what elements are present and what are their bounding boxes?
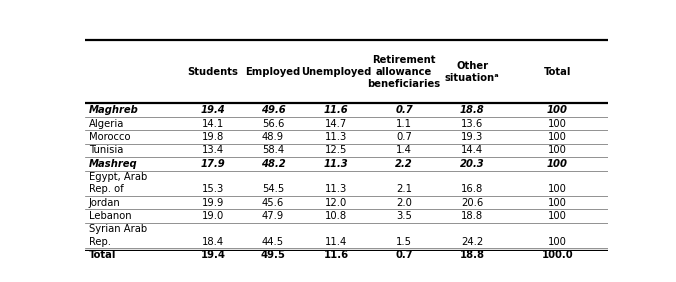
Text: 49.6: 49.6 [261,105,285,115]
Text: 0.7: 0.7 [396,132,412,142]
Text: 18.8: 18.8 [460,105,485,115]
Text: Maghreb: Maghreb [89,105,139,115]
Text: 13.4: 13.4 [202,146,224,155]
Text: 11.3: 11.3 [324,159,348,169]
Text: 100: 100 [548,146,566,155]
Text: 12.0: 12.0 [325,198,347,208]
Text: Egypt, Arab: Egypt, Arab [89,172,147,182]
Text: 19.4: 19.4 [201,105,225,115]
Text: 19.9: 19.9 [201,198,224,208]
Text: 0.7: 0.7 [395,105,413,115]
Text: 100: 100 [548,132,566,142]
Text: 11.3: 11.3 [325,132,347,142]
Text: 18.8: 18.8 [461,211,483,221]
Text: 15.3: 15.3 [201,184,224,195]
Text: 19.4: 19.4 [200,250,225,260]
Text: 54.5: 54.5 [262,184,284,195]
Text: 100: 100 [548,237,566,246]
Text: 1.4: 1.4 [396,146,412,155]
Text: 49.5: 49.5 [261,250,285,260]
Text: 18.4: 18.4 [202,237,224,246]
Text: Morocco: Morocco [89,132,130,142]
Text: 19.0: 19.0 [201,211,224,221]
Text: Students: Students [187,67,239,77]
Text: 13.6: 13.6 [461,118,483,129]
Text: 11.6: 11.6 [323,250,349,260]
Text: 19.3: 19.3 [461,132,483,142]
Text: 11.3: 11.3 [325,184,347,195]
Text: 100: 100 [547,105,568,115]
Text: 45.6: 45.6 [262,198,284,208]
Text: 2.2: 2.2 [395,159,413,169]
Text: 14.4: 14.4 [461,146,483,155]
Text: 3.5: 3.5 [396,211,412,221]
Text: 100: 100 [548,198,566,208]
Text: Retirement
allowance
beneficiaries: Retirement allowance beneficiaries [368,55,441,89]
Text: Lebanon: Lebanon [89,211,131,221]
Text: 47.9: 47.9 [262,211,284,221]
Text: 17.9: 17.9 [201,159,225,169]
Text: Total: Total [89,250,116,260]
Text: 20.3: 20.3 [460,159,485,169]
Text: 100: 100 [548,118,566,129]
Text: 58.4: 58.4 [262,146,284,155]
Text: 10.8: 10.8 [325,211,347,221]
Text: 18.8: 18.8 [460,250,485,260]
Text: 2.0: 2.0 [396,198,412,208]
Text: 1.1: 1.1 [396,118,412,129]
Text: 48.2: 48.2 [261,159,285,169]
Text: Unemployed: Unemployed [301,67,371,77]
Text: 16.8: 16.8 [461,184,483,195]
Text: Mashreq: Mashreq [89,159,137,169]
Text: Rep. of: Rep. of [89,184,124,195]
Text: 1.5: 1.5 [396,237,412,246]
Text: Rep.: Rep. [89,237,111,246]
Text: 11.4: 11.4 [325,237,347,246]
Text: 14.1: 14.1 [201,118,224,129]
Text: Total: Total [544,67,571,77]
Text: 24.2: 24.2 [461,237,483,246]
Text: 56.6: 56.6 [262,118,285,129]
Text: 19.8: 19.8 [201,132,224,142]
Text: Other
situationᵃ: Other situationᵃ [445,61,500,83]
Text: Tunisia: Tunisia [89,146,123,155]
Text: 100: 100 [548,211,566,221]
Text: Syrian Arab: Syrian Arab [89,224,147,234]
Text: Algeria: Algeria [89,118,124,129]
Text: Jordan: Jordan [89,198,120,208]
Text: 2.1: 2.1 [396,184,412,195]
Text: 11.6: 11.6 [324,105,348,115]
Text: 100: 100 [547,159,568,169]
Text: 44.5: 44.5 [262,237,284,246]
Text: 100.0: 100.0 [541,250,573,260]
Text: Employed: Employed [245,67,301,77]
Text: 20.6: 20.6 [461,198,483,208]
Text: 12.5: 12.5 [324,146,347,155]
Text: 100: 100 [548,184,566,195]
Text: 48.9: 48.9 [262,132,284,142]
Text: 0.7: 0.7 [395,250,413,260]
Text: 14.7: 14.7 [325,118,347,129]
